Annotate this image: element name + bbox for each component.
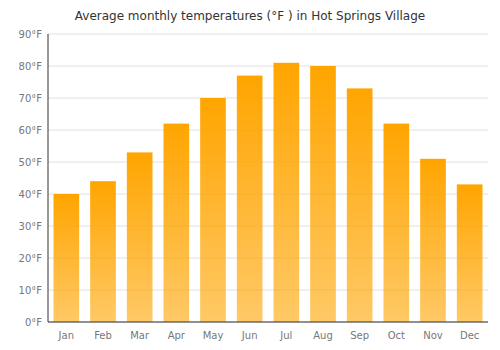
x-tick-label: Sep bbox=[350, 330, 369, 341]
x-axis bbox=[48, 322, 488, 323]
bar bbox=[90, 181, 116, 322]
x-tick-label: Feb bbox=[94, 330, 112, 341]
bar bbox=[310, 66, 336, 322]
title: Average monthly temperatures (°F ) in Ho… bbox=[75, 9, 425, 23]
bar bbox=[347, 88, 373, 322]
x-tick-label: Mar bbox=[130, 330, 150, 341]
grid-line bbox=[48, 34, 488, 35]
y-tick-label: 30°F bbox=[19, 221, 43, 232]
bar bbox=[127, 152, 153, 322]
grid-line bbox=[48, 66, 488, 67]
x-tick-label: Dec bbox=[460, 330, 479, 341]
x-tick-label: May bbox=[203, 330, 224, 341]
chart: Average monthly temperatures (°F ) in Ho… bbox=[0, 0, 500, 350]
grid bbox=[48, 34, 488, 322]
bar bbox=[274, 63, 300, 322]
grid-line bbox=[48, 98, 488, 99]
bars bbox=[54, 63, 483, 322]
x-tick-label: Oct bbox=[388, 330, 405, 341]
x-tick-label: Jun bbox=[241, 330, 258, 341]
y-axis bbox=[48, 34, 49, 322]
y-tick-label: 10°F bbox=[19, 285, 43, 296]
y-tick-label: 90°F bbox=[19, 29, 43, 40]
bar bbox=[457, 184, 483, 322]
x-tick-label: Jul bbox=[279, 330, 292, 341]
y-tick-label: 70°F bbox=[19, 93, 43, 104]
bar bbox=[384, 124, 410, 322]
grid-line bbox=[48, 322, 488, 323]
grid-line bbox=[48, 130, 488, 131]
bar bbox=[420, 159, 446, 322]
y-tick-label: 40°F bbox=[19, 189, 43, 200]
y-tick-label: 20°F bbox=[19, 253, 43, 264]
x-tick-label: Jan bbox=[58, 330, 74, 341]
x-tick-label: Aug bbox=[313, 330, 333, 341]
y-tick-label: 0°F bbox=[25, 317, 42, 328]
bar bbox=[237, 76, 263, 322]
y-tick-label: 60°F bbox=[19, 125, 43, 136]
bar bbox=[54, 194, 80, 322]
x-tick-label: Apr bbox=[168, 330, 186, 341]
y-tick-label: 50°F bbox=[19, 157, 43, 168]
y-tick-label: 80°F bbox=[19, 61, 43, 72]
bar bbox=[164, 124, 190, 322]
x-tick-label: Nov bbox=[423, 330, 443, 341]
bar bbox=[200, 98, 226, 322]
